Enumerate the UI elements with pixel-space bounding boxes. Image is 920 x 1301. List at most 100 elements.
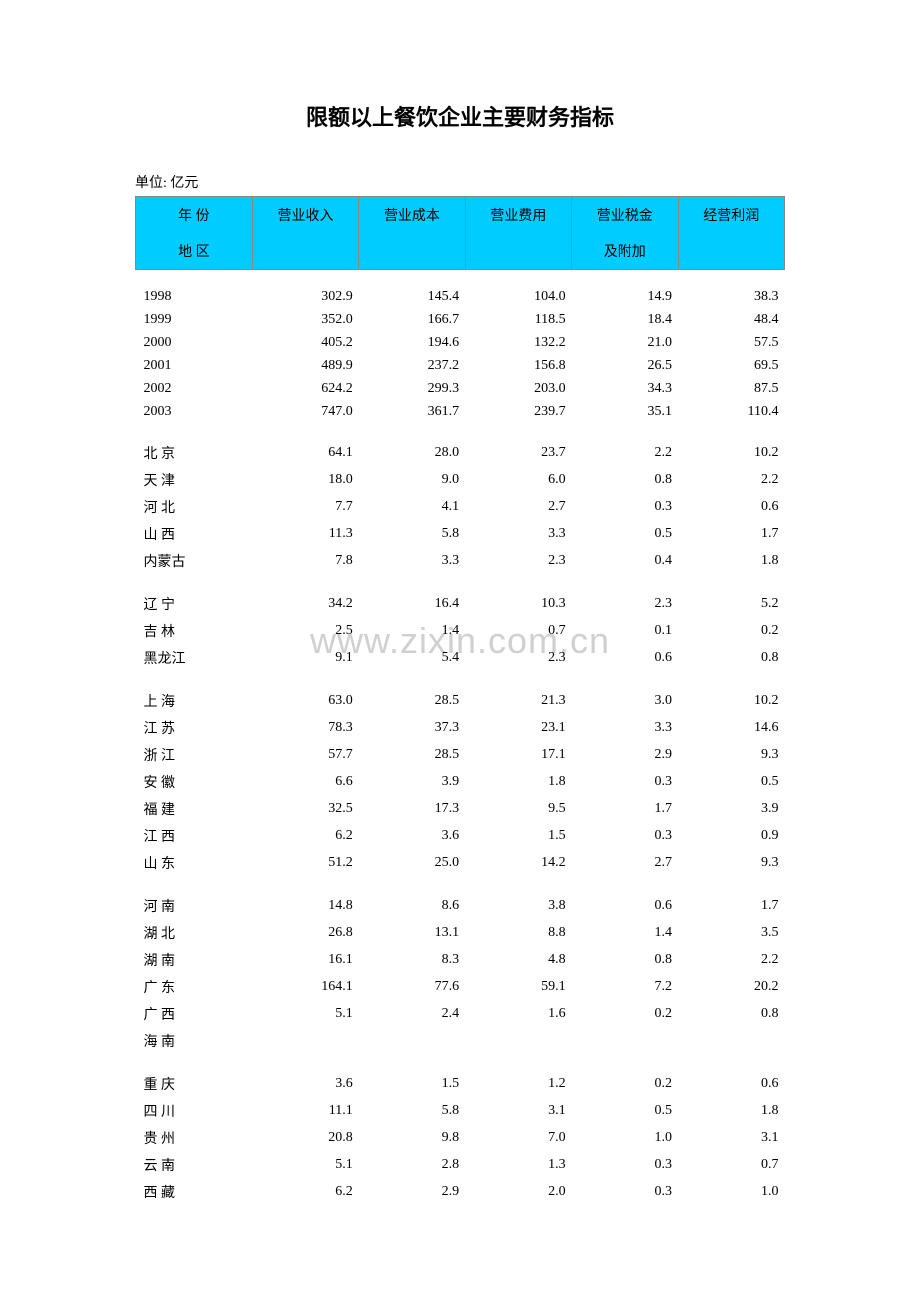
table-row: 河 北7.74.12.70.30.6 bbox=[136, 494, 785, 521]
row-value: 21.0 bbox=[572, 332, 678, 355]
row-value: 166.7 bbox=[359, 309, 465, 332]
row-value: 26.5 bbox=[572, 355, 678, 378]
row-value: 1.7 bbox=[678, 521, 785, 548]
row-label: 上 海 bbox=[136, 688, 253, 715]
row-value: 2.3 bbox=[465, 548, 571, 575]
header-blank bbox=[252, 233, 358, 270]
row-value: 0.6 bbox=[678, 1071, 785, 1098]
row-value: 0.6 bbox=[572, 893, 678, 920]
row-label: 四 川 bbox=[136, 1098, 253, 1125]
row-value bbox=[678, 1028, 785, 1055]
row-value: 747.0 bbox=[252, 401, 358, 424]
row-value: 9.1 bbox=[252, 645, 358, 672]
row-value: 1.3 bbox=[465, 1152, 571, 1179]
row-value: 0.7 bbox=[465, 618, 571, 645]
table-row: 山 东51.225.014.22.79.3 bbox=[136, 850, 785, 877]
table-body: 1998302.9145.4104.014.938.31999352.0166.… bbox=[136, 270, 785, 1206]
table-row: 湖 北26.813.18.81.43.5 bbox=[136, 920, 785, 947]
row-value: 1.2 bbox=[465, 1071, 571, 1098]
row-value: 20.8 bbox=[252, 1125, 358, 1152]
table-row: 海 南 bbox=[136, 1028, 785, 1055]
row-value: 5.1 bbox=[252, 1152, 358, 1179]
row-value: 7.0 bbox=[465, 1125, 571, 1152]
row-value: 0.8 bbox=[572, 947, 678, 974]
row-value: 7.7 bbox=[252, 494, 358, 521]
table-row: 西 藏6.22.92.00.31.0 bbox=[136, 1179, 785, 1206]
row-value: 7.8 bbox=[252, 548, 358, 575]
table-row: 云 南5.12.81.30.30.7 bbox=[136, 1152, 785, 1179]
row-value: 3.1 bbox=[678, 1125, 785, 1152]
row-value: 0.3 bbox=[572, 1152, 678, 1179]
row-label: 湖 北 bbox=[136, 920, 253, 947]
row-value: 11.1 bbox=[252, 1098, 358, 1125]
row-value: 1.7 bbox=[572, 796, 678, 823]
row-value: 6.0 bbox=[465, 467, 571, 494]
row-value: 9.5 bbox=[465, 796, 571, 823]
table-row: 江 苏78.337.323.13.314.6 bbox=[136, 715, 785, 742]
row-value: 3.3 bbox=[465, 521, 571, 548]
row-value: 2.8 bbox=[359, 1152, 465, 1179]
row-value: 2.2 bbox=[678, 467, 785, 494]
row-value: 17.1 bbox=[465, 742, 571, 769]
row-value: 63.0 bbox=[252, 688, 358, 715]
row-value: 6.2 bbox=[252, 1179, 358, 1206]
row-label: 安 徽 bbox=[136, 769, 253, 796]
row-value: 9.3 bbox=[678, 850, 785, 877]
row-label: 浙 江 bbox=[136, 742, 253, 769]
row-value: 405.2 bbox=[252, 332, 358, 355]
table-row: 2001489.9237.2156.826.569.5 bbox=[136, 355, 785, 378]
row-label: 吉 林 bbox=[136, 618, 253, 645]
row-label: 西 藏 bbox=[136, 1179, 253, 1206]
row-value: 0.3 bbox=[572, 1179, 678, 1206]
row-value: 1.8 bbox=[678, 548, 785, 575]
row-value: 3.9 bbox=[678, 796, 785, 823]
row-value: 14.9 bbox=[572, 286, 678, 309]
row-value: 3.3 bbox=[359, 548, 465, 575]
row-value: 23.7 bbox=[465, 440, 571, 467]
table-row: 2003747.0361.7239.735.1110.4 bbox=[136, 401, 785, 424]
table-row: 福 建32.517.39.51.73.9 bbox=[136, 796, 785, 823]
header-tax-sub: 及附加 bbox=[572, 233, 678, 270]
row-label: 广 东 bbox=[136, 974, 253, 1001]
row-value: 87.5 bbox=[678, 378, 785, 401]
header-blank bbox=[359, 233, 465, 270]
row-value: 78.3 bbox=[252, 715, 358, 742]
row-label: 重 庆 bbox=[136, 1071, 253, 1098]
table-row: 1999352.0166.7118.518.448.4 bbox=[136, 309, 785, 332]
row-label: 北 京 bbox=[136, 440, 253, 467]
row-value: 2.2 bbox=[572, 440, 678, 467]
row-value: 5.8 bbox=[359, 1098, 465, 1125]
row-value: 7.2 bbox=[572, 974, 678, 1001]
row-label: 江 西 bbox=[136, 823, 253, 850]
table-row: 1998302.9145.4104.014.938.3 bbox=[136, 286, 785, 309]
row-label: 河 北 bbox=[136, 494, 253, 521]
row-value: 21.3 bbox=[465, 688, 571, 715]
row-value: 164.1 bbox=[252, 974, 358, 1001]
row-value: 32.5 bbox=[252, 796, 358, 823]
row-value: 3.8 bbox=[465, 893, 571, 920]
spacer-row bbox=[136, 270, 785, 286]
row-label: 贵 州 bbox=[136, 1125, 253, 1152]
row-label: 1999 bbox=[136, 309, 253, 332]
table-row: 湖 南16.18.34.80.82.2 bbox=[136, 947, 785, 974]
row-value: 4.8 bbox=[465, 947, 571, 974]
row-label: 海 南 bbox=[136, 1028, 253, 1055]
row-label: 1998 bbox=[136, 286, 253, 309]
table-row: 河 南14.88.63.80.61.7 bbox=[136, 893, 785, 920]
row-value: 239.7 bbox=[465, 401, 571, 424]
row-value: 0.9 bbox=[678, 823, 785, 850]
row-value: 3.1 bbox=[465, 1098, 571, 1125]
header-blank bbox=[465, 233, 571, 270]
row-value: 14.6 bbox=[678, 715, 785, 742]
row-value: 9.0 bbox=[359, 467, 465, 494]
row-value bbox=[359, 1028, 465, 1055]
table-row: 2000405.2194.6132.221.057.5 bbox=[136, 332, 785, 355]
row-value: 64.1 bbox=[252, 440, 358, 467]
row-value: 0.7 bbox=[678, 1152, 785, 1179]
row-value: 10.2 bbox=[678, 440, 785, 467]
row-value: 59.1 bbox=[465, 974, 571, 1001]
row-value: 104.0 bbox=[465, 286, 571, 309]
row-value: 145.4 bbox=[359, 286, 465, 309]
row-value: 0.3 bbox=[572, 769, 678, 796]
row-value: 69.5 bbox=[678, 355, 785, 378]
